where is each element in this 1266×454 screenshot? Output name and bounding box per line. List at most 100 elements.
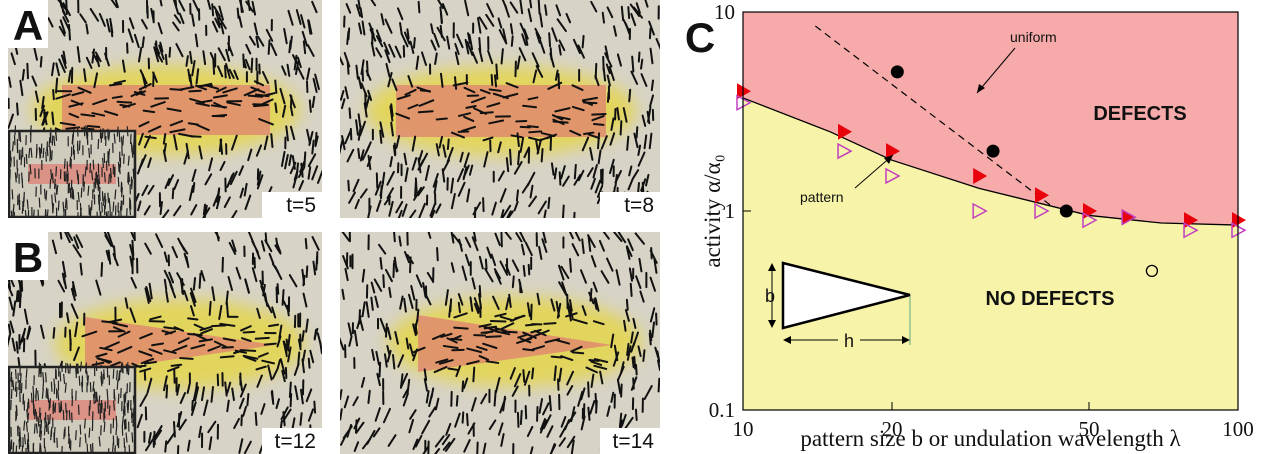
director <box>50 398 51 408</box>
director <box>98 139 99 149</box>
director <box>448 139 449 149</box>
director <box>50 179 51 189</box>
director <box>36 388 37 398</box>
director <box>510 150 511 165</box>
director <box>314 402 315 413</box>
director <box>47 146 48 156</box>
director <box>70 157 71 167</box>
director <box>116 425 117 435</box>
director <box>172 365 182 366</box>
panel-label: B <box>13 234 43 281</box>
director <box>165 441 166 451</box>
director <box>212 4 213 15</box>
director <box>192 401 193 410</box>
director <box>81 264 82 275</box>
director <box>545 5 546 15</box>
director <box>659 379 660 392</box>
director <box>64 159 65 169</box>
x-tick-label: 100 <box>1222 417 1254 441</box>
director <box>90 163 91 173</box>
panel-label: C <box>685 14 715 61</box>
director <box>529 265 530 275</box>
director <box>27 402 28 412</box>
director <box>33 386 34 396</box>
frame: t=5 <box>8 0 323 222</box>
director <box>603 13 604 23</box>
director <box>481 332 492 333</box>
director <box>583 36 584 48</box>
time-label: t=5 <box>286 194 316 217</box>
director <box>563 205 564 220</box>
director <box>166 385 167 397</box>
director <box>102 403 103 413</box>
director <box>50 414 51 424</box>
director <box>20 293 21 307</box>
director <box>356 66 357 79</box>
director <box>310 100 311 112</box>
director <box>210 302 211 315</box>
director <box>503 332 517 333</box>
director <box>415 324 416 333</box>
director <box>495 75 496 86</box>
director <box>53 401 54 411</box>
director <box>558 74 559 88</box>
director <box>386 324 387 337</box>
director <box>632 57 633 72</box>
director <box>348 62 349 74</box>
director <box>304 41 305 53</box>
director <box>269 40 270 54</box>
time-label: t=12 <box>275 430 316 453</box>
director <box>368 391 369 403</box>
director <box>238 9 239 18</box>
director <box>417 310 418 321</box>
director <box>86 25 87 34</box>
director <box>542 149 543 161</box>
director <box>622 7 623 20</box>
director <box>221 356 234 357</box>
director <box>479 38 480 51</box>
director <box>256 338 269 339</box>
director <box>174 422 175 437</box>
director <box>119 370 120 380</box>
director <box>60 403 61 413</box>
director <box>348 181 349 191</box>
director <box>111 24 112 37</box>
director <box>69 434 70 444</box>
director <box>240 350 255 351</box>
director <box>52 113 53 125</box>
frame: t=14 <box>339 227 664 454</box>
director <box>132 148 133 158</box>
director <box>555 366 556 380</box>
director <box>473 368 474 382</box>
director <box>286 344 287 356</box>
director <box>150 321 165 322</box>
director <box>14 135 15 145</box>
director <box>380 131 381 143</box>
director <box>58 201 59 211</box>
director <box>419 111 433 112</box>
director <box>643 350 644 361</box>
director <box>17 291 18 301</box>
pattern-region <box>62 85 270 135</box>
director <box>486 260 487 269</box>
director <box>637 127 638 138</box>
director <box>529 131 541 132</box>
director <box>650 29 651 39</box>
y-axis-label: activity α/α₀ <box>700 154 725 267</box>
director <box>573 352 583 353</box>
director <box>124 420 125 430</box>
director <box>52 150 53 160</box>
director <box>212 325 226 326</box>
director <box>40 149 41 159</box>
annotation-uniform: uniform <box>1010 29 1057 45</box>
director <box>113 97 122 98</box>
director <box>166 55 167 64</box>
uniform-point <box>987 145 1000 158</box>
director <box>22 178 23 188</box>
director <box>46 372 47 382</box>
director <box>41 420 42 430</box>
director <box>26 154 27 164</box>
director <box>52 173 53 183</box>
director <box>16 387 17 397</box>
director <box>455 77 456 89</box>
